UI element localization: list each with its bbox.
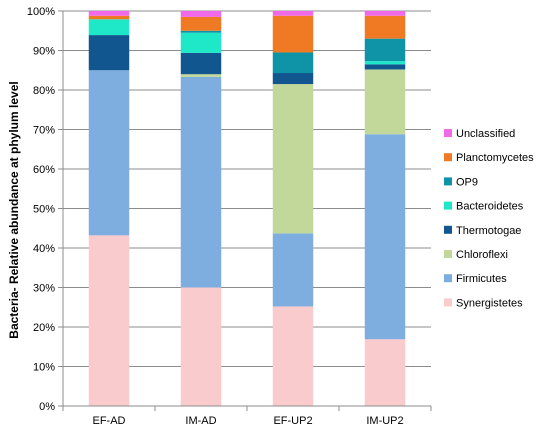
bar-segment-synergistetes [272,306,314,406]
legend-swatch-chloroflexi [444,250,452,258]
legend: Unclassified Planctomycetes OP9 Bacteroidet… [444,128,534,309]
bar-segment-unclassified [88,11,130,16]
x-axis-ticks: EF-AD IM-AD EF-UP2 IM-UP2 [62,406,432,427]
bar-segment-planctomycetes [88,15,130,20]
y-tick-label: 40% [33,243,55,255]
bar-segment-firmicutes [180,76,222,288]
bar-segment-unclassified [364,11,406,16]
bar-segment-thermotogae [88,35,130,71]
bar-segment-op9 [180,30,222,33]
bar-segment-op9 [364,38,406,62]
bar-segment-thermotogae [180,52,222,75]
legend-swatch-bacteroidetes [444,201,452,210]
y-tick-label: 90% [33,46,55,58]
y-axis-ticks: 0% 10% 20% 30% 40% 50% 60% 70% 80% 90% 100% [27,6,63,413]
legend-swatch-synergistetes [444,298,452,307]
bars [88,11,406,406]
y-axis-title: Bacteria- Relative abundance at phylum l… [7,81,21,338]
bar-segment-op9 [272,52,314,74]
legend-label: Unclassified [456,128,515,140]
bar-segment-unclassified [272,11,314,16]
legend-label: Chloroflexi [456,249,508,261]
bar-segment-planctomycetes [180,16,222,31]
bar-segment-planctomycetes [272,15,314,53]
y-tick-label: 50% [33,204,55,216]
legend-label: Bacteroidetes [456,201,524,213]
bar-segment-synergistetes [88,235,130,406]
bar-segment-bacteroidetes [364,61,406,65]
legend-label: Firmicutes [456,273,507,285]
legend-swatch-planctomycetes [444,153,452,162]
legend-label: OP9 [456,176,478,188]
bar-segment-bacteroidetes [180,32,222,53]
bar-segment-thermotogae [364,64,406,70]
x-tick-label: EF-UP2 [273,415,312,427]
y-tick-label: 80% [33,85,55,97]
legend-swatch-op9 [444,177,452,186]
x-tick-label: IM-AD [185,415,216,427]
bar-segment-thermotogae [272,73,314,85]
y-tick-label: 30% [33,283,55,295]
legend-label: Synergistetes [456,297,523,309]
bar-segment-chloroflexi [180,74,222,77]
legend-swatch-unclassified [444,129,452,137]
legend-swatch-firmicutes [444,274,452,283]
bar-segment-bacteroidetes [88,19,130,36]
x-tick-label: EF-AD [93,415,126,427]
y-tick-label: 0% [39,401,55,413]
y-tick-label: 60% [33,164,55,176]
legend-swatch-thermotogae [444,225,452,234]
y-tick-label: 20% [33,322,55,334]
x-tick-label: IM-UP2 [366,415,403,427]
y-tick-label: 100% [27,6,55,18]
bar-segment-planctomycetes [364,15,406,39]
bar-segment-synergistetes [364,339,406,406]
bar-segment-firmicutes [88,70,130,236]
bar-segment-chloroflexi [272,84,314,234]
y-tick-label: 10% [33,362,55,374]
bar-segment-chloroflexi [364,69,406,135]
bar-segment-synergistetes [180,287,222,406]
bar-segment-firmicutes [272,233,314,307]
legend-label: Thermotogae [456,225,521,237]
bar-segment-firmicutes [364,134,406,340]
y-tick-label: 70% [33,125,55,137]
legend-label: Planctomycetes [456,152,534,164]
bar-segment-unclassified [180,11,222,17]
